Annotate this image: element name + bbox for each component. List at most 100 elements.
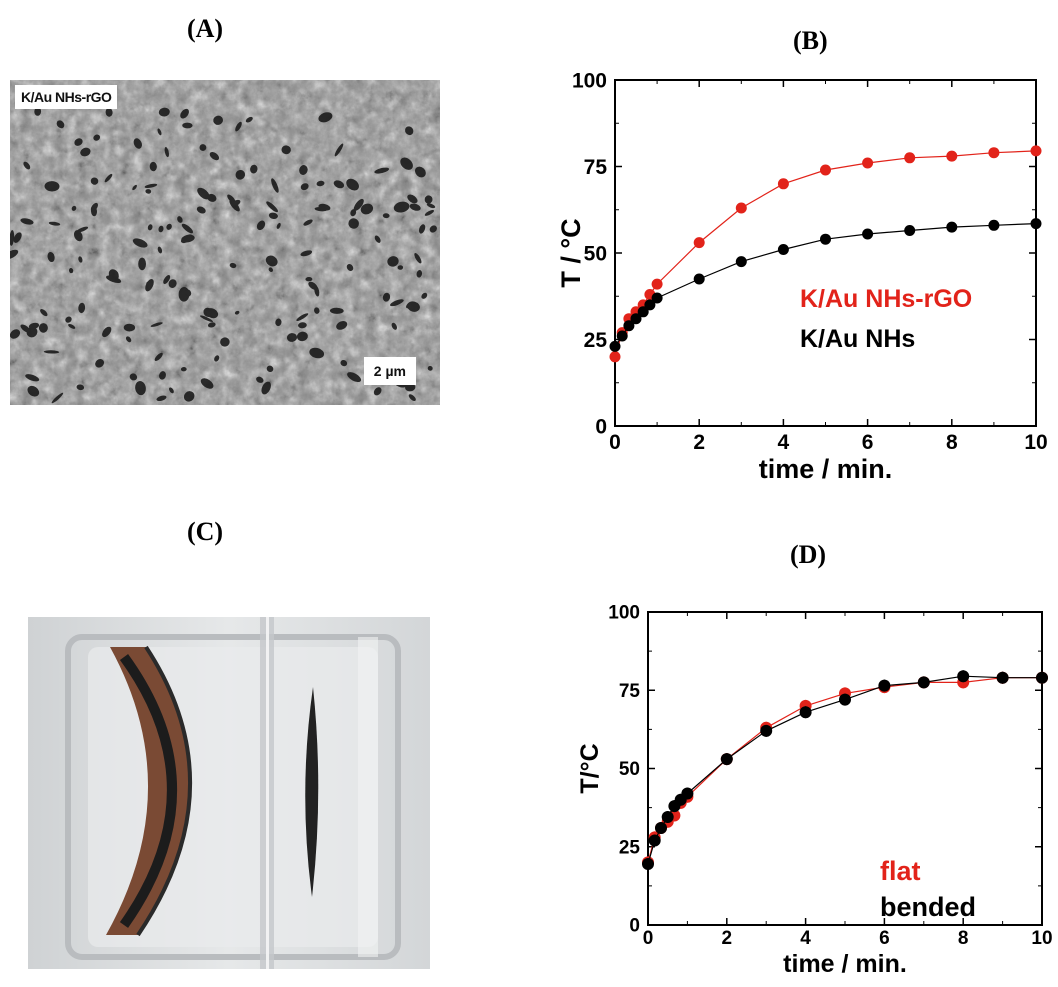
sem-pore: [429, 225, 437, 233]
sem-pore: [154, 352, 163, 361]
sem-pore: [418, 224, 426, 234]
sem-pore: [318, 203, 331, 211]
sem-pore: [235, 169, 246, 180]
data-point-1: [644, 299, 656, 311]
x-axis-label: time / min.: [783, 950, 907, 978]
data-point-1: [651, 292, 663, 304]
sem-pore: [20, 218, 34, 225]
sem-pore: [157, 246, 163, 254]
sem-pore: [256, 376, 264, 383]
y-axis-label: T / °C: [556, 218, 586, 287]
sem-pore: [424, 209, 435, 216]
sem-pore: [245, 116, 253, 123]
sem-pore: [164, 147, 169, 158]
plot-frame: [647, 611, 1043, 926]
sem-pore: [400, 157, 413, 170]
data-point-0: [760, 721, 773, 734]
sem-pore: [123, 323, 136, 332]
data-point-1: [735, 256, 747, 268]
sem-pore: [374, 167, 390, 174]
sem-pore: [214, 355, 220, 362]
sem-pore: [407, 194, 418, 204]
sem-pore: [90, 177, 99, 185]
data-point-0: [693, 237, 705, 249]
sem-pore: [71, 205, 77, 211]
data-point-0: [674, 796, 687, 809]
legend-entry-0: K/Au NHs-rGO: [800, 285, 972, 313]
y-tick-label: 25: [584, 329, 608, 352]
sem-pore: [374, 235, 381, 243]
data-point-0: [668, 809, 681, 822]
sem-pore: [25, 374, 40, 382]
sem-pore: [56, 120, 65, 129]
data-point-0: [988, 147, 1000, 159]
sem-pore: [266, 201, 278, 213]
data-point-0: [878, 681, 891, 694]
sem-pore: [250, 164, 258, 174]
sem-pore: [13, 232, 22, 243]
sem-pore: [334, 143, 344, 157]
sem-pore: [145, 189, 152, 194]
sem-pore: [286, 333, 298, 342]
data-point-1: [674, 793, 687, 806]
data-point-1: [642, 858, 654, 870]
sem-pore: [95, 359, 105, 368]
data-point-1: [862, 228, 874, 240]
sem-pore: [234, 310, 240, 315]
sem-pore: [391, 322, 398, 330]
sem-pore: [145, 279, 154, 292]
sem-pore: [180, 366, 187, 372]
sem-pore: [76, 384, 85, 391]
sem-pore: [144, 183, 158, 189]
y-tick-label: 50: [584, 242, 607, 265]
data-point-0: [644, 289, 656, 300]
sem-pore: [348, 218, 359, 229]
data-point-1: [917, 676, 930, 689]
data-point-0: [862, 157, 874, 169]
sem-pore: [65, 316, 72, 323]
sem-pore: [158, 225, 164, 233]
sem-pore: [382, 292, 391, 302]
sem-pore: [185, 289, 192, 297]
sem-pore: [76, 226, 89, 233]
data-point-0: [642, 856, 654, 869]
data-point-1: [681, 787, 694, 800]
sem-pore: [407, 301, 420, 312]
data-point-0: [655, 822, 667, 834]
scale-bar-label: 2 µm: [363, 357, 416, 385]
data-point-1: [1036, 671, 1048, 684]
data-point-0: [651, 278, 663, 290]
sem-pore: [346, 178, 359, 191]
sem-pore: [68, 323, 76, 329]
data-point-0: [946, 150, 958, 162]
sem-pore: [296, 313, 309, 321]
sem-pore: [166, 223, 172, 230]
sem-pore: [397, 265, 404, 270]
sem-pore: [163, 275, 171, 284]
sem-pore: [44, 181, 60, 192]
sem-pore: [329, 307, 344, 314]
x-tick-label: 6: [862, 431, 874, 454]
plot-frame: [614, 79, 1037, 427]
sem-pore: [276, 222, 281, 229]
sem-pore: [309, 347, 325, 359]
data-point-1: [946, 221, 958, 233]
data-point-0: [820, 164, 831, 176]
data-point-1: [878, 679, 891, 692]
x-tick-label: 2: [722, 928, 733, 949]
sem-pore: [104, 173, 113, 183]
sem-pore: [261, 381, 271, 395]
sem-pore: [360, 203, 374, 215]
sem-pore: [199, 144, 207, 151]
data-point-0: [735, 202, 747, 214]
sem-pore: [34, 107, 42, 116]
sem-pore: [129, 373, 138, 381]
sem-pore: [373, 387, 382, 396]
y-tick-label: 75: [584, 156, 608, 179]
data-point-1: [799, 706, 812, 719]
sem-pore: [51, 392, 64, 404]
data-point-1: [609, 340, 621, 352]
sem-texture: [10, 80, 440, 405]
sem-pore: [177, 216, 183, 223]
x-tick-label: 4: [800, 928, 811, 949]
